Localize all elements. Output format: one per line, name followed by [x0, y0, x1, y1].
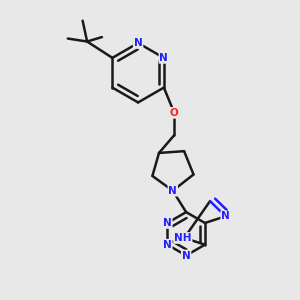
Text: N: N	[221, 211, 230, 221]
Text: N: N	[163, 240, 172, 250]
Text: N: N	[163, 218, 172, 228]
Text: N: N	[160, 53, 168, 63]
Text: NH: NH	[174, 233, 192, 243]
Text: N: N	[182, 250, 190, 260]
Text: N: N	[168, 186, 177, 196]
Text: N: N	[134, 38, 142, 48]
Text: O: O	[170, 108, 178, 118]
